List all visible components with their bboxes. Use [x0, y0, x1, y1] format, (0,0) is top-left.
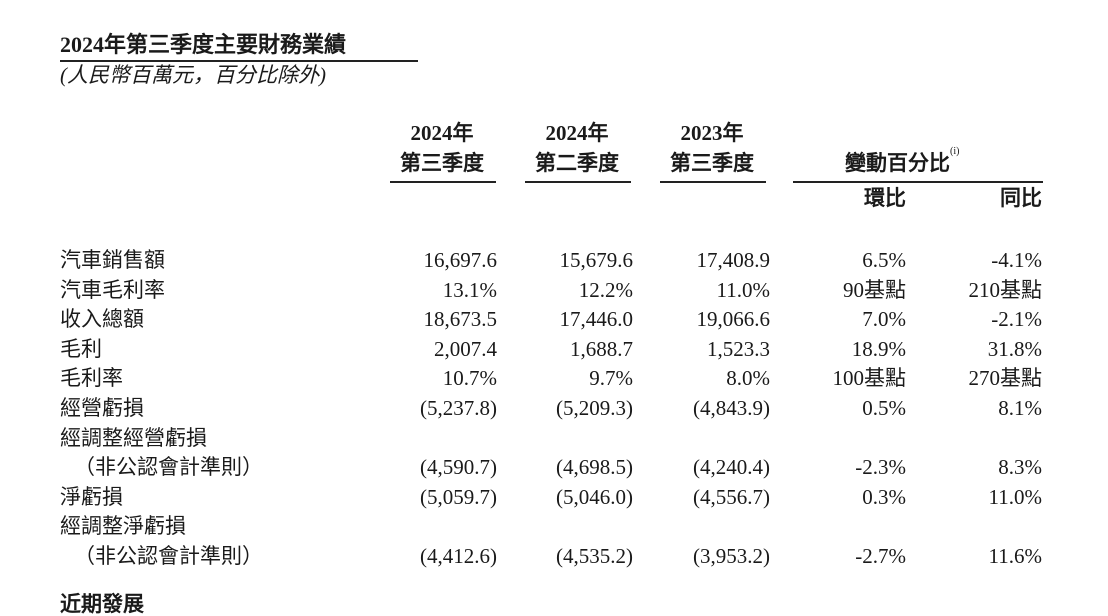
- cell: -2.1%: [991, 307, 1042, 332]
- cell: 8.3%: [998, 455, 1042, 480]
- change-underline: [793, 181, 1043, 183]
- footer-heading: 近期發展: [60, 592, 144, 616]
- cell: 1,688.7: [570, 336, 633, 361]
- row-label: 經營虧損: [60, 396, 144, 420]
- cell: 90基點: [843, 277, 906, 302]
- cell: 1,523.3: [707, 336, 770, 361]
- cell: 8.0%: [726, 366, 770, 391]
- row-label: 經調整淨虧損: [60, 514, 186, 539]
- cell: 0.5%: [862, 396, 906, 420]
- column-year: 2024年: [545, 121, 609, 145]
- row-sublabel: （非公認會計準則）: [74, 455, 263, 480]
- change-column: 同比: [1000, 186, 1042, 210]
- cell: 18,673.5: [423, 307, 498, 332]
- cell: (3,953.2): [693, 544, 770, 568]
- row-label: 汽車銷售額: [60, 248, 165, 272]
- column-period: 第三季度: [400, 151, 484, 175]
- cell: 16,697.6: [423, 248, 498, 272]
- column-period: 第二季度: [535, 151, 619, 175]
- row-sublabel: （非公認會計準則）: [74, 544, 263, 568]
- cell: 100基點: [832, 366, 907, 391]
- cell: (4,412.6): [420, 544, 497, 568]
- cell: 31.8%: [987, 336, 1042, 361]
- cell: 8.1%: [998, 396, 1042, 420]
- cell: 210基點: [968, 277, 1043, 302]
- row-label: 汽車毛利率: [60, 277, 165, 302]
- cell: 270基點: [968, 366, 1043, 391]
- cell: (5,059.7): [420, 484, 497, 509]
- cell: 6.5%: [862, 248, 906, 272]
- cell: 7.0%: [862, 307, 906, 332]
- cell: (4,698.5): [556, 455, 633, 480]
- cell: 11.6%: [988, 544, 1042, 568]
- cell: (4,556.7): [693, 484, 770, 509]
- cell: 10.7%: [442, 366, 497, 391]
- cell: (5,209.3): [556, 396, 633, 420]
- cell: 18.9%: [851, 336, 906, 361]
- cell: 2,007.4: [434, 336, 497, 361]
- cell: 17,446.0: [559, 307, 634, 332]
- cell: 15,679.6: [559, 248, 634, 272]
- row-label: 淨虧損: [60, 484, 123, 509]
- title-underline: [60, 60, 418, 62]
- cell: (4,535.2): [556, 544, 633, 568]
- column-period: 第三季度: [670, 151, 754, 175]
- column-underline: [525, 181, 631, 183]
- cell: 0.3%: [862, 484, 906, 509]
- column-year: 2023年: [680, 121, 744, 145]
- row-label: 毛利率: [60, 366, 123, 391]
- row-label: 經調整經營虧損: [60, 425, 207, 450]
- cell: 9.7%: [589, 366, 633, 391]
- row-label: 毛利: [60, 336, 102, 361]
- cell: -4.1%: [991, 248, 1042, 272]
- cell: 13.1%: [442, 277, 497, 302]
- column-underline: [660, 181, 766, 183]
- cell: 12.2%: [578, 277, 633, 302]
- cell: 19,066.6: [696, 307, 771, 332]
- cell: 17,408.9: [696, 248, 771, 272]
- cell: -2.7%: [855, 544, 906, 568]
- change-header: 變動百分比: [845, 151, 950, 175]
- cell: (4,843.9): [693, 396, 770, 420]
- cell: -2.3%: [855, 455, 906, 480]
- cell: (4,240.4): [693, 455, 770, 480]
- cell: 11.0%: [716, 277, 770, 302]
- cell: 11.0%: [988, 484, 1042, 509]
- cell: (5,237.8): [420, 396, 497, 420]
- title: 2024年第三季度主要財務業績: [60, 32, 347, 57]
- change-column: 環比: [864, 186, 906, 210]
- subtitle: (人民幣百萬元，百分比除外): [60, 63, 326, 87]
- column-underline: [390, 181, 496, 183]
- column-year: 2024年: [410, 121, 474, 145]
- cell: (5,046.0): [556, 484, 633, 509]
- change-note: (i): [950, 146, 960, 157]
- row-label: 收入總額: [60, 307, 144, 332]
- cell: (4,590.7): [420, 455, 497, 480]
